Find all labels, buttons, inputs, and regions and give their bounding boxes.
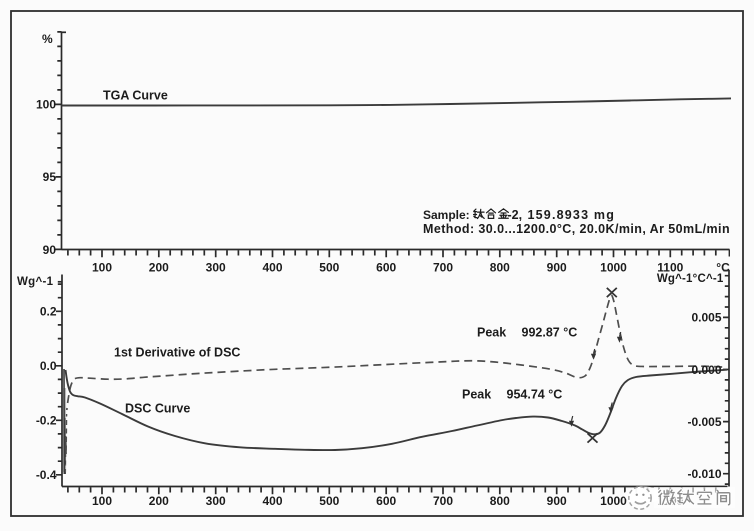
svg-text:-0.010: -0.010 — [687, 467, 721, 481]
svg-text:700: 700 — [433, 261, 453, 275]
svg-text:900: 900 — [547, 494, 567, 508]
svg-text:800: 800 — [490, 261, 510, 275]
svg-text:1000: 1000 — [600, 261, 627, 275]
svg-text:600: 600 — [376, 261, 396, 275]
svg-text:800: 800 — [490, 494, 510, 508]
svg-text:Method: 30.0...1200.0°C, 20.0K: Method: 30.0...1200.0°C, 20.0K/min, Ar 5… — [423, 222, 730, 236]
svg-text:600: 600 — [376, 494, 396, 508]
svg-text:1st Derivative of DSC: 1st Derivative of DSC — [114, 346, 240, 360]
svg-text:-0.005: -0.005 — [687, 415, 721, 429]
svg-text:Peak: Peak — [477, 326, 506, 340]
svg-text:95: 95 — [43, 170, 57, 184]
svg-text:700: 700 — [433, 494, 453, 508]
svg-text:400: 400 — [262, 494, 282, 508]
svg-text:Sample:: Sample: — [423, 208, 470, 222]
svg-text:TGA Curve: TGA Curve — [103, 89, 168, 103]
svg-text:Wg^-1: Wg^-1 — [17, 276, 54, 288]
svg-text:Wg^-1°C^-1: Wg^-1°C^-1 — [657, 273, 724, 285]
svg-text:0.000: 0.000 — [691, 363, 721, 377]
svg-text:954.74 °C: 954.74 °C — [507, 388, 563, 402]
svg-text:159.8933 mg: 159.8933 mg — [528, 208, 616, 222]
svg-text:0.2: 0.2 — [40, 304, 57, 318]
svg-text:1000: 1000 — [600, 494, 627, 508]
svg-text:500: 500 — [319, 494, 339, 508]
svg-text:900: 900 — [547, 261, 567, 275]
svg-text:%: % — [42, 32, 53, 46]
svg-text:1100: 1100 — [657, 261, 683, 275]
svg-text:0.005: 0.005 — [691, 311, 721, 325]
svg-text:300: 300 — [206, 261, 226, 275]
svg-text:-2,: -2, — [508, 208, 523, 222]
svg-text:500: 500 — [319, 261, 339, 275]
svg-text:300: 300 — [206, 494, 226, 508]
svg-text:100: 100 — [36, 97, 56, 111]
svg-text:200: 200 — [149, 261, 169, 275]
svg-text:400: 400 — [262, 261, 282, 275]
svg-text:0.0: 0.0 — [40, 359, 57, 373]
svg-text:Peak: Peak — [462, 388, 491, 402]
svg-text:100: 100 — [92, 494, 112, 508]
svg-text:-0.2: -0.2 — [36, 413, 57, 427]
svg-text:DSC Curve: DSC Curve — [125, 402, 190, 416]
svg-text:200: 200 — [149, 494, 169, 508]
svg-text:90: 90 — [43, 243, 57, 257]
svg-text:-0.4: -0.4 — [36, 468, 57, 482]
svg-text:992.87 °C: 992.87 °C — [522, 326, 578, 340]
svg-text:100: 100 — [92, 261, 112, 275]
